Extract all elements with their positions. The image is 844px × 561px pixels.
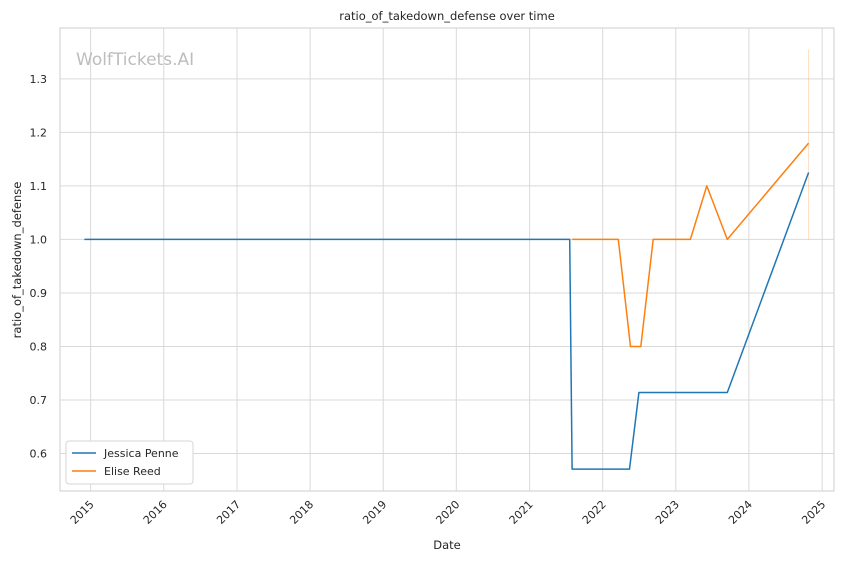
x-tick-label: 2025 bbox=[799, 498, 828, 527]
x-tick-label: 2018 bbox=[287, 498, 316, 527]
y-tick-label: 0.9 bbox=[30, 287, 48, 300]
plot-area bbox=[59, 27, 835, 492]
x-tick-label: 2015 bbox=[68, 498, 97, 527]
y-tick-label: 0.8 bbox=[30, 340, 48, 353]
legend-box bbox=[65, 440, 194, 485]
y-tick-label: 1.3 bbox=[30, 73, 48, 86]
y-axis-title: ratio_of_takedown_defense bbox=[10, 182, 24, 339]
x-tick-label: 2019 bbox=[360, 498, 389, 527]
y-tick-label: 1.0 bbox=[30, 233, 48, 246]
x-tick-label: 2021 bbox=[507, 498, 536, 527]
watermark: WolfTickets.AI bbox=[76, 50, 194, 70]
y-tick-label: 0.6 bbox=[30, 448, 48, 461]
legend: Jessica Penne Elise Reed bbox=[65, 440, 194, 485]
y-tick-label: 1.2 bbox=[30, 126, 48, 139]
series-line-jessica-penne bbox=[84, 172, 810, 470]
chart-title: ratio_of_takedown_defense over time bbox=[339, 9, 555, 23]
x-tick-label: 2016 bbox=[141, 498, 170, 527]
series-line-elise-reed bbox=[572, 142, 810, 348]
y-tick-label: 1.1 bbox=[30, 180, 48, 193]
series-lines bbox=[84, 142, 810, 470]
x-tick-label: 2017 bbox=[214, 498, 243, 527]
x-tick-label: 2024 bbox=[726, 498, 755, 527]
y-tick-label: 0.7 bbox=[30, 394, 48, 407]
legend-label-elise-reed: Elise Reed bbox=[104, 465, 161, 478]
legend-label-jessica-penne: Jessica Penne bbox=[103, 447, 179, 460]
x-axis-ticks: 2015 2016 2017 2018 2019 2020 2021 2022 2023 2024… bbox=[68, 498, 829, 527]
x-tick-label: 2020 bbox=[433, 498, 462, 527]
x-tick-label: 2023 bbox=[653, 498, 682, 527]
y-axis-ticks: 0.6 0.7 0.8 0.9 1.0 1.1 1.2 1.3 bbox=[30, 73, 48, 461]
x-axis-title: Date bbox=[433, 538, 461, 552]
x-tick-label: 2022 bbox=[580, 498, 609, 527]
